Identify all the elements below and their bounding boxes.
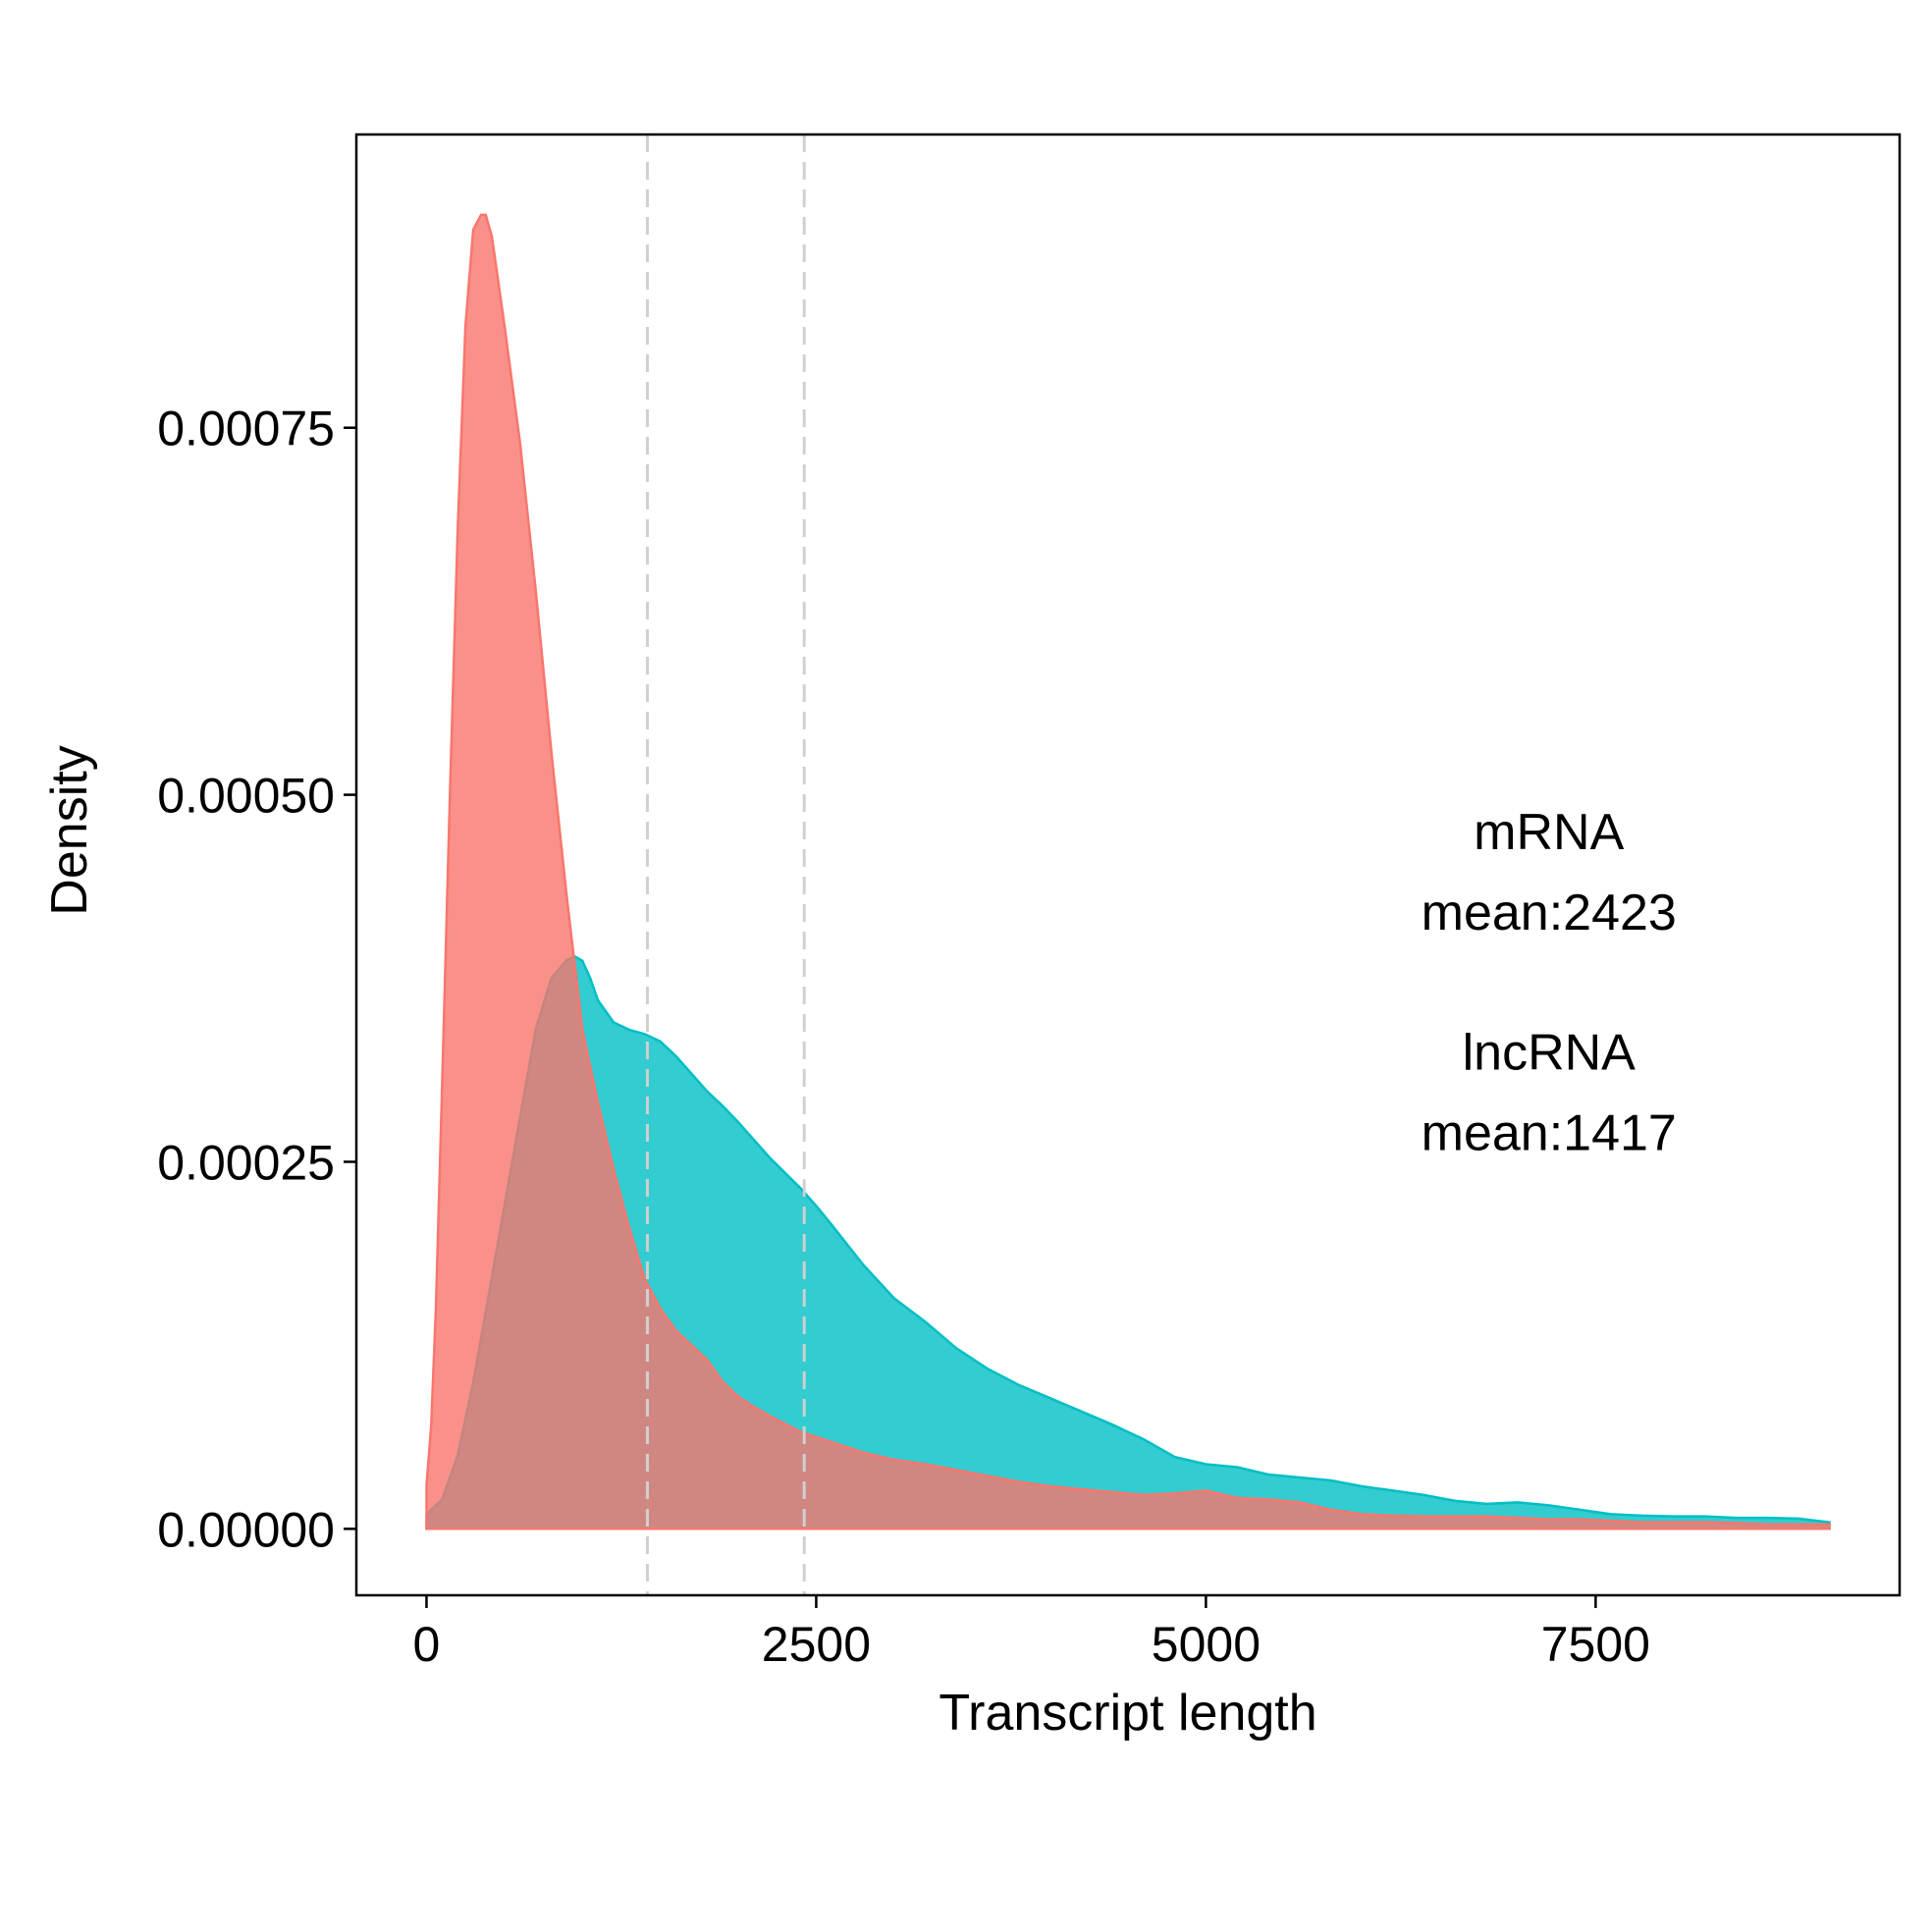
y-tick-label: 0.00050 [157,769,335,824]
y-axis: 0.00000 0.00025 0.00050 0.00075 [157,402,356,1557]
annotation-label: mean:2423 [1422,885,1677,941]
plot-panel-border [354,133,1902,1597]
x-tick-label: 5000 [1152,1617,1261,1672]
density-areas [425,213,1831,1530]
y-tick-label: 0.00000 [157,1502,335,1557]
annotation-label: mRNA [1474,804,1624,861]
x-axis: 0 2500 5000 7500 [413,1595,1650,1672]
y-axis-label: Density [41,745,98,915]
mean-lines [645,134,806,1595]
x-tick-label: 0 [413,1617,441,1672]
y-tick-label: 0.00075 [157,402,335,456]
annotations: mRNA mean:2423 lncRNA mean:1417 [1422,804,1677,1162]
x-axis-label: Transcript length [939,1685,1316,1742]
density-area-2 [425,213,1831,1530]
x-tick-label: 2500 [762,1617,871,1672]
annotation-label: mean:1417 [1422,1105,1677,1162]
annotation-label: lncRNA [1463,1024,1637,1081]
x-tick-label: 7500 [1541,1617,1650,1672]
y-tick-label: 0.00025 [157,1135,335,1190]
